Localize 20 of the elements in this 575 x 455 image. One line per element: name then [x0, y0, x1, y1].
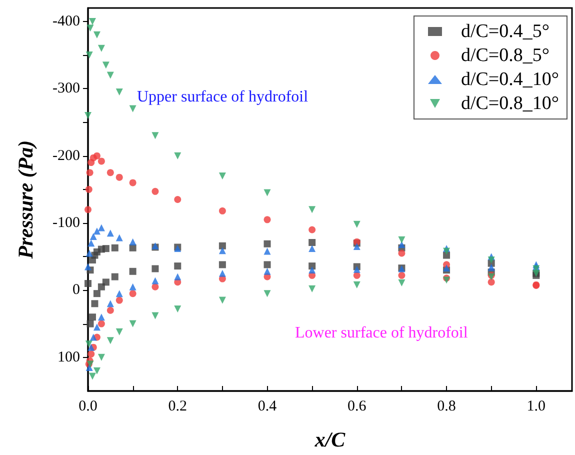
x-tick-label: 0.2	[168, 398, 188, 414]
y-tick-label: -100	[52, 215, 80, 232]
legend-label: d/C=0.4_10°	[460, 69, 559, 90]
x-tick-label: 0.0	[78, 398, 98, 414]
x-axis-title: x/C	[314, 428, 346, 452]
legend-label: d/C=0.4_5°	[460, 21, 550, 42]
y-tick-label: 100	[58, 349, 80, 366]
y-tick-label: 0	[72, 282, 80, 298]
x-tick-label: 0.6	[348, 398, 367, 414]
x-tick-label: 0.4	[258, 398, 278, 414]
y-axis-title: Pressure (Pa)	[14, 140, 38, 260]
annotation: Lower surface of hydrofoil	[295, 324, 468, 342]
y-tick-label: -300	[52, 80, 80, 97]
y-tick-label: -400	[52, 13, 80, 30]
legend-label: d/C=0.8_10°	[460, 93, 559, 114]
annotation: Upper surface of hydrofoil	[137, 88, 309, 106]
x-tick-label: 1.0	[526, 398, 546, 414]
legend-label: d/C=0.8_5°	[460, 45, 550, 66]
y-tick-label: -200	[52, 148, 80, 164]
x-tick-label: 0.8	[437, 398, 456, 414]
